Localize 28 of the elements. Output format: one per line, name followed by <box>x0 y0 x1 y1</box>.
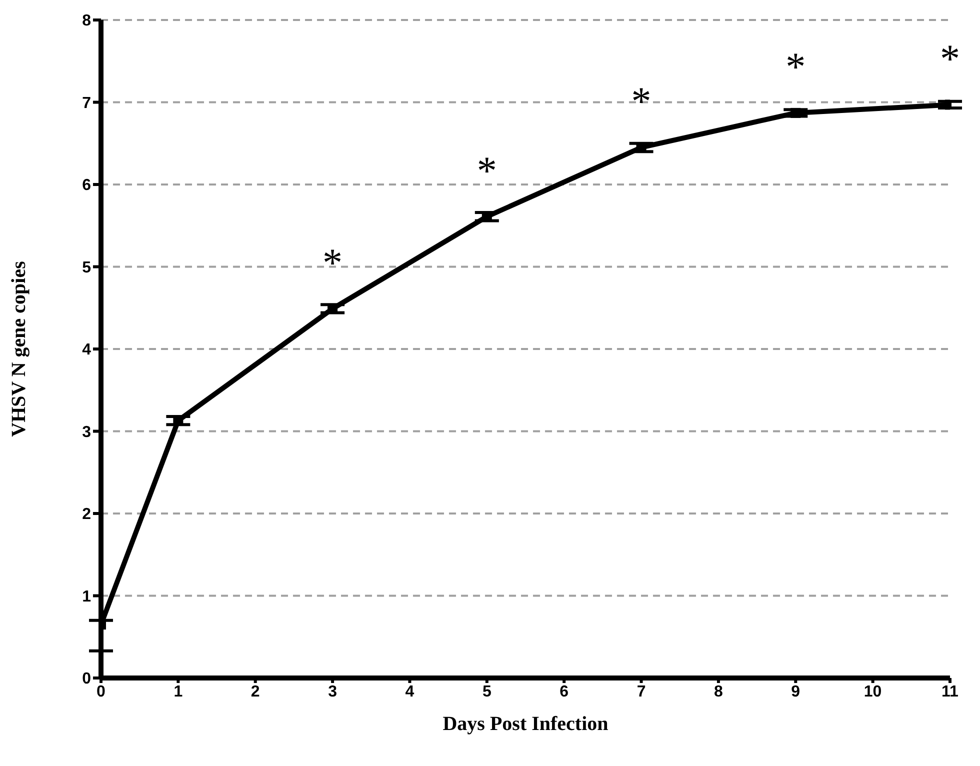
annotation: * <box>786 44 806 90</box>
x-tick-label: 6 <box>560 683 569 700</box>
x-tick-label: 11 <box>942 683 959 700</box>
y-tick-label: 1 <box>82 588 92 606</box>
x-tick-label: 0 <box>96 683 106 700</box>
y-axis-title: VHSV N gene copies <box>8 260 30 437</box>
x-axis-title: Days Post Infection <box>442 713 608 735</box>
x-tick-label: 3 <box>328 683 338 700</box>
y-tick-label: 2 <box>82 506 92 524</box>
y-tick-label: 4 <box>82 342 92 359</box>
annotation: * <box>940 36 960 81</box>
y-tick-label: 6 <box>82 177 92 194</box>
x-tick-label: 2 <box>250 683 260 700</box>
y-tick-label: 5 <box>82 259 92 276</box>
y-tick-label: 0 <box>82 670 92 688</box>
x-tick-label: 5 <box>482 683 492 700</box>
x-tick-label: 7 <box>636 683 646 700</box>
y-tick-label: 7 <box>82 94 92 112</box>
y-tick-label: 3 <box>82 424 92 441</box>
x-tick-label: 9 <box>791 683 800 700</box>
x-tick-label: 10 <box>864 683 882 700</box>
annotation: * <box>322 240 343 285</box>
y-tick-label: 8 <box>82 12 92 30</box>
annotation: * <box>476 148 497 193</box>
x-tick-label: 8 <box>714 683 723 700</box>
x-tick-label: 1 <box>174 683 183 700</box>
annotation: * <box>631 78 652 124</box>
x-tick-label: 4 <box>405 683 414 700</box>
